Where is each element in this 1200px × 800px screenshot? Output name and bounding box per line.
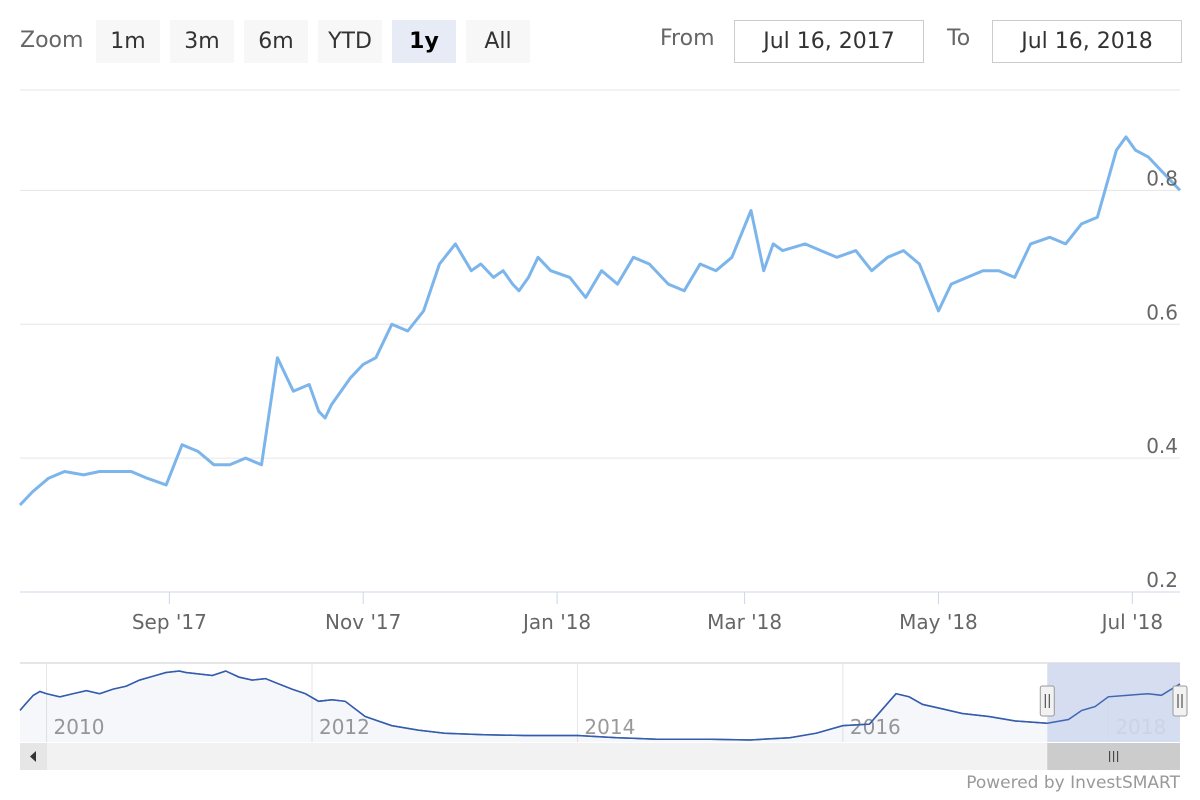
- zoom-1m-button[interactable]: 1m: [96, 20, 160, 63]
- zoom-3m-button[interactable]: 3m: [170, 20, 234, 63]
- zoom-6m-button[interactable]: 6m: [244, 20, 308, 63]
- series-layer: [18, 135, 1182, 507]
- from-label: From: [660, 26, 715, 51]
- to-date-input[interactable]: Jul 16, 2018: [992, 20, 1182, 63]
- credit-text: Powered by InvestSMART: [966, 773, 1180, 793]
- scrollbar-track: [20, 743, 1180, 770]
- from-date-input[interactable]: Jul 16, 2017: [734, 20, 924, 63]
- zoom-all-button[interactable]: All: [466, 20, 530, 63]
- navigator-year-label: 2010: [54, 715, 105, 739]
- navigator-series-overlay: [19, 670, 1181, 741]
- handle-grip: [1172, 685, 1188, 717]
- navigator-background: [20, 663, 1180, 742]
- to-label: To: [947, 26, 971, 51]
- handle-grip: [1039, 685, 1055, 717]
- zoom-ytd-button[interactable]: YTD: [318, 20, 382, 63]
- price-series-line: [18, 135, 1182, 507]
- navigator-year-label: 2014: [584, 715, 635, 739]
- zoom-label: Zoom: [20, 28, 84, 53]
- navigator-year-label: 2012: [319, 715, 370, 739]
- navigator-area: [20, 671, 1180, 742]
- navigator-right-handle[interactable]: [1172, 685, 1188, 717]
- x-tick-label: Jan '18: [521, 610, 591, 634]
- y-tick-label: 0.8: [1146, 166, 1178, 190]
- navigator-left-handle[interactable]: [1039, 685, 1055, 717]
- x-tick-label: Jul '18: [1100, 610, 1163, 634]
- navigator-selected-range: [1047, 663, 1180, 742]
- x-tick-label: Sep '17: [132, 610, 207, 634]
- scroll-left-arrow-icon: [30, 751, 36, 762]
- x-tick-label: Nov '17: [325, 610, 401, 634]
- navigator-year-label: 2016: [850, 715, 901, 739]
- x-axis: Sep '17 Nov '17 Jan '18 Mar '18 May '18 Jul '…: [20, 591, 1180, 634]
- y-tick-label: 0.6: [1146, 300, 1178, 324]
- y-axis-labels: 0.2 0.4 0.6 0.8: [1146, 166, 1178, 592]
- y-tick-label: 0.4: [1146, 434, 1178, 458]
- x-tick-label: May '18: [899, 610, 978, 634]
- zoom-1y-button[interactable]: 1y: [392, 20, 456, 63]
- grid-layer: [20, 89, 1180, 459]
- scrollbar[interactable]: [20, 743, 1180, 770]
- navigator[interactable]: 20102012201420162018: [19, 662, 1188, 742]
- y-tick-label: 0.2: [1146, 568, 1178, 592]
- x-tick-label: Mar '18: [707, 610, 782, 634]
